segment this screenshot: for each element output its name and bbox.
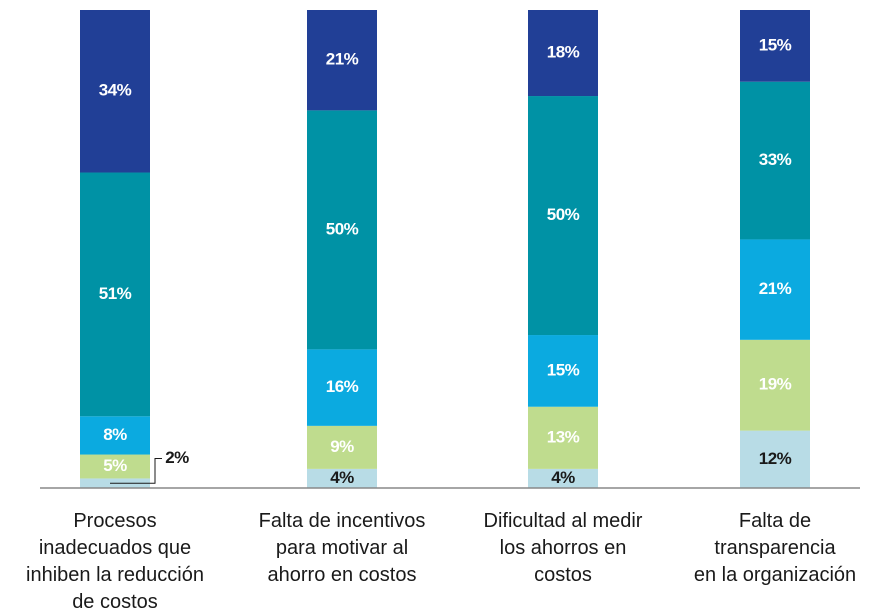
bar-segment (80, 172, 150, 417)
value-label: 18% (547, 43, 580, 62)
value-label: 50% (326, 219, 359, 238)
bar-segment (80, 416, 150, 455)
bar-segment (528, 406, 598, 469)
bar-segment (740, 81, 810, 240)
value-label: 19% (759, 375, 792, 394)
bar-segment (740, 10, 810, 82)
value-label: 21% (326, 50, 359, 69)
value-label: 51% (99, 284, 132, 303)
bar-segment (740, 339, 810, 431)
value-label: 4% (330, 468, 354, 487)
bar-segment (528, 10, 598, 97)
bar-segment (307, 10, 377, 111)
bar-segment (740, 430, 810, 488)
value-label: 21% (759, 279, 792, 298)
leader-line (110, 457, 162, 484)
value-label: 9% (330, 437, 354, 456)
bar-segment (307, 425, 377, 469)
value-label: 5% (103, 456, 127, 475)
bar-segment (740, 239, 810, 340)
value-label: 15% (547, 360, 580, 379)
x-tick-label: Procesos inadecuados que inhiben la redu… (26, 510, 204, 608)
x-tick-label: Dificultad al medir los ahorros en costo… (483, 510, 643, 586)
bar-segment (528, 96, 598, 336)
x-tick-label: Falta de incentivos para motivar al ahor… (258, 510, 426, 586)
value-label: 33% (759, 150, 792, 169)
bar-segment (528, 335, 598, 407)
value-label: 12% (759, 449, 792, 468)
value-label: 2% (165, 448, 189, 467)
bar-segment (307, 349, 377, 426)
value-label: 15% (759, 35, 792, 54)
bar-segment (528, 468, 598, 488)
x-tick-label: Falta de transparencia en la organizació… (693, 510, 857, 586)
bar-segment (80, 454, 150, 479)
value-label: 16% (326, 377, 359, 396)
bar-segment (307, 110, 377, 350)
value-label: 50% (547, 205, 580, 224)
value-label: 34% (99, 81, 132, 100)
value-label: 4% (551, 468, 575, 487)
bar-segment (80, 10, 150, 173)
value-label: 8% (103, 425, 127, 444)
bar-segment (307, 468, 377, 488)
value-label: 13% (547, 427, 580, 446)
